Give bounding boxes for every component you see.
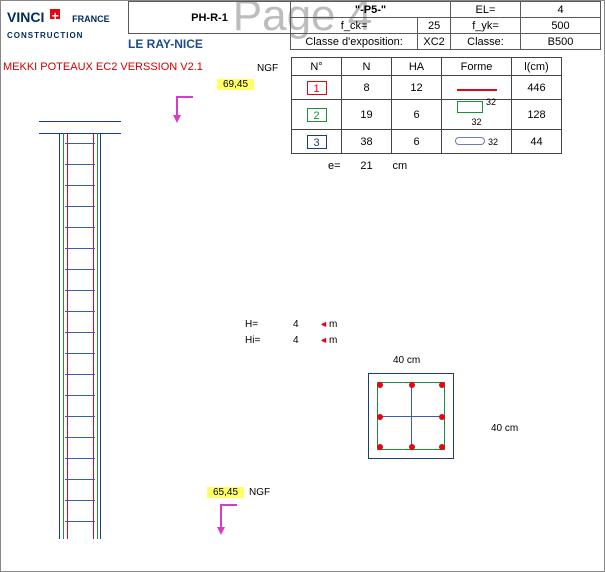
row3-dim: 32 [488,137,498,147]
row2-n: 19 [342,100,392,130]
hi-tri-icon: ◄ [319,335,328,345]
rebar-dot-icon [439,444,445,450]
row3-forme: 32 [442,130,512,154]
fyk-label: f_yk= [451,18,521,34]
rebar-dot-icon [377,444,383,450]
hi-val: 4 [293,335,299,346]
row2-num-icon: 2 [307,108,327,122]
row1-n: 8 [342,76,392,100]
logo-sub: CONSTRUCTION [7,31,83,40]
el-label: EL= [451,2,521,18]
table-row: 1 8 12 446 [292,76,562,100]
ngf-top-unit: NGF [257,63,278,74]
stirrup-line [65,164,95,165]
row1-forme [442,76,512,100]
fck-val: 25 [418,18,451,34]
row2-ha: 6 [392,100,442,130]
col-lcm: l(cm) [512,58,562,76]
h-unit: m [329,319,337,330]
rebar-dot-icon [439,382,445,388]
class-label: Classe: [451,34,521,50]
forme-line-icon [457,89,497,91]
forme-rect-icon [457,101,483,113]
row1-num-icon: 1 [307,81,327,95]
logo-plus-icon: + [48,7,62,21]
row1-ha: 12 [392,76,442,100]
class-val: B500 [521,34,601,50]
stirrup-line [65,416,95,417]
section-width-label: 40 cm [393,355,420,366]
exposure-label: Classe d'exposition: [291,34,418,50]
ngf-bot-unit: NGF [249,487,270,498]
stirrup-line [65,395,95,396]
column-section-drawing [368,373,454,459]
logo-brand: VINCI [7,9,44,25]
rebar-dot-icon [409,444,415,450]
stirrup-line [65,353,95,354]
table-row: 2 19 6 32 32 128 [292,100,562,130]
header-table: PH-R-1 "-P5-" EL= 4 f_ck= 25 f_yk= 500 C… [128,1,601,50]
row2-dim-bot: 32 [471,117,481,127]
h-tri-icon: ◄ [319,319,328,329]
stirrup-line [65,374,95,375]
col-num: N° [292,58,342,76]
row3-l: 44 [512,130,562,154]
e-label: e= [292,154,342,178]
stirrup-line [65,248,95,249]
h-val: 4 [293,319,299,330]
vinci-logo: VINCI + FRANCE CONSTRUCTION [7,9,110,41]
ngf-bot-value: 65,45 [207,487,244,498]
p5-cell: "-P5-" [291,2,451,18]
version-text: MEKKI POTEAUX EC2 VERSSION V2.1 [3,61,203,73]
row2-l: 128 [512,100,562,130]
exposure-val: XC2 [418,34,451,50]
row1-l: 446 [512,76,562,100]
e-val: 21 [342,154,392,178]
table-row: 3 38 6 32 44 [292,130,562,154]
ph-cell: PH-R-1 [129,2,291,34]
column-elevation-drawing [39,109,121,539]
el-val: 4 [521,2,601,18]
fyk-val: 500 [521,18,601,34]
stirrup-line [65,269,95,270]
hi-unit: m [329,335,337,346]
stirrup-line [65,290,95,291]
rebar-dot-icon [439,414,445,420]
h-label: H= [245,319,258,330]
stirrup-line [65,143,95,144]
forme-pill-icon [455,137,485,145]
rebar-dot-icon [409,382,415,388]
stirrup-line [65,227,95,228]
col-ha: HA [392,58,442,76]
rebar-dot-icon [377,414,383,420]
rebar-table: N° N HA Forme l(cm) 1 8 12 446 2 19 6 32… [291,57,562,178]
row3-n: 38 [342,130,392,154]
stirrup-line [65,185,95,186]
fck-label: f_ck= [291,18,418,34]
row2-forme: 32 32 [442,100,512,130]
stirrup-line [65,437,95,438]
stirrup-line [65,332,95,333]
logo-france: FRANCE [72,14,110,24]
e-unit: cm [392,154,442,178]
row2-dim-top: 32 [486,97,496,107]
ngf-top-value: 69,45 [217,79,254,90]
arrow-top-icon [173,95,197,128]
stirrup-line [65,479,95,480]
rebar-dot-icon [377,382,383,388]
arrow-bot-icon [217,503,241,540]
stirrup-line [65,500,95,501]
hi-label: Hi= [245,335,260,346]
stirrup-line [65,311,95,312]
stirrup-line [65,458,95,459]
section-height-label: 40 cm [491,423,518,434]
col-n: N [342,58,392,76]
row3-num-icon: 3 [307,135,327,149]
stirrup-line [65,521,95,522]
col-forme: Forme [442,58,512,76]
row3-ha: 6 [392,130,442,154]
stirrup-line [65,206,95,207]
